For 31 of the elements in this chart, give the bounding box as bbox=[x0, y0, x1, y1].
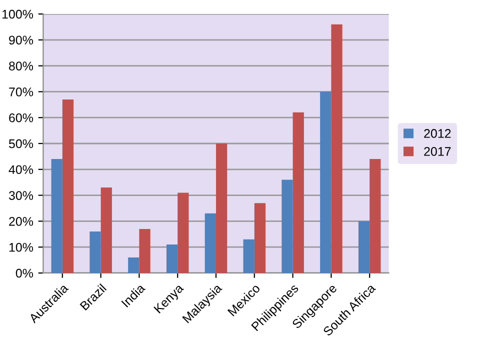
bar bbox=[331, 24, 342, 273]
legend-label: 2012 bbox=[424, 129, 451, 138]
y-tick-label: 40% bbox=[8, 165, 34, 174]
bar bbox=[292, 112, 304, 273]
bar bbox=[51, 159, 62, 273]
y-tick-label: 50% bbox=[8, 139, 34, 148]
y-tick-label: 80% bbox=[9, 62, 34, 70]
bar bbox=[62, 99, 74, 273]
y-tick-label: 30% bbox=[8, 191, 34, 200]
bar bbox=[139, 228, 150, 273]
bar bbox=[370, 159, 381, 273]
y-tick-label: 20% bbox=[9, 217, 34, 226]
y-tick-label: 70% bbox=[9, 88, 34, 96]
bar bbox=[358, 221, 370, 273]
bar bbox=[128, 257, 140, 273]
bar bbox=[100, 188, 112, 273]
bar bbox=[204, 213, 216, 273]
y-tick-label: 10% bbox=[9, 242, 34, 252]
bar bbox=[243, 239, 254, 273]
y-tick-label: 60% bbox=[9, 113, 34, 122]
bar bbox=[216, 144, 228, 273]
legend-label: 2017 bbox=[424, 147, 451, 156]
bar bbox=[90, 232, 101, 273]
bar bbox=[166, 244, 178, 273]
bar bbox=[282, 180, 293, 273]
bar bbox=[254, 203, 266, 273]
y-tick-label: 100% bbox=[2, 10, 34, 19]
y-tick-label: 90% bbox=[9, 36, 34, 45]
bar bbox=[320, 92, 332, 273]
y-tick-label: 0% bbox=[16, 268, 34, 278]
bar bbox=[178, 192, 189, 273]
